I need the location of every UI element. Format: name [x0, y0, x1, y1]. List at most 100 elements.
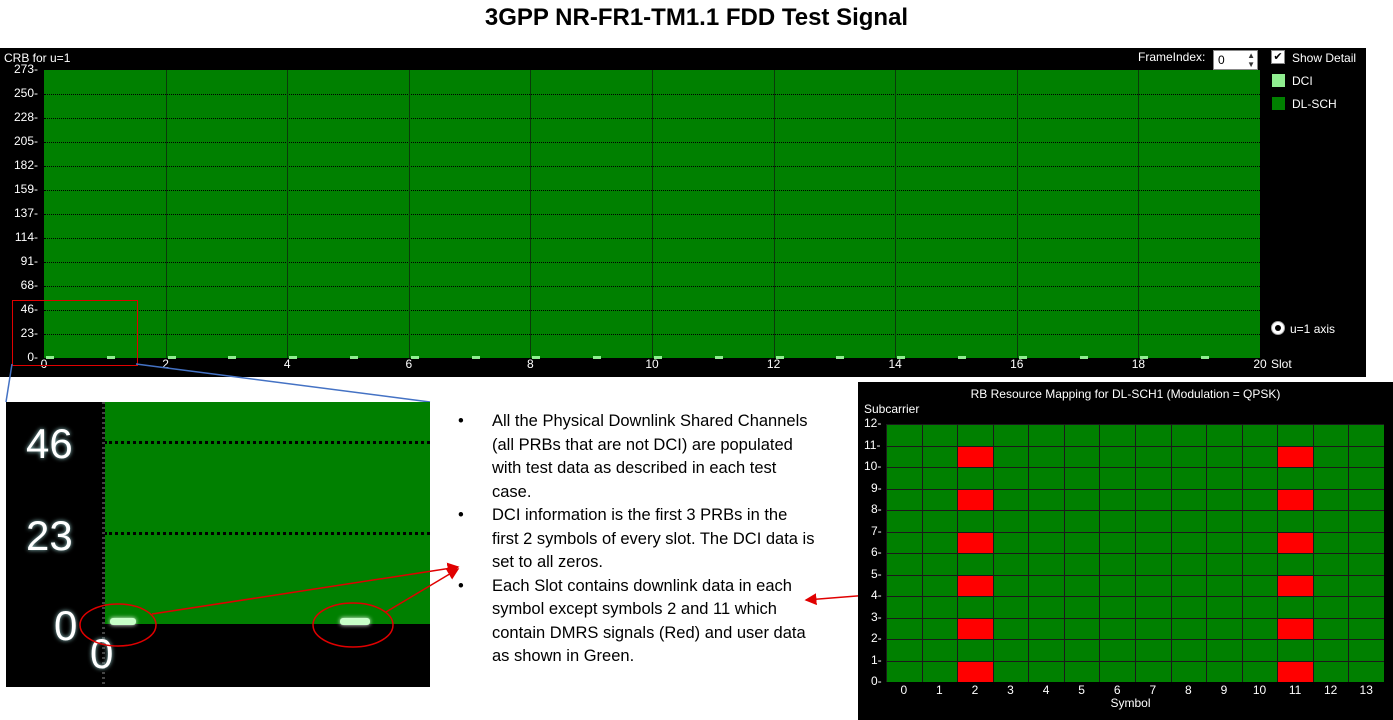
rb-data-cell [1242, 554, 1278, 575]
zoom-y-tick-46: 46 [26, 420, 73, 467]
rb-data-cell [1029, 489, 1064, 510]
rb-data-cell [1100, 575, 1135, 596]
rb-data-cell [1207, 425, 1242, 446]
rb-data-cell [1278, 468, 1313, 489]
rb-data-cell [922, 532, 958, 553]
dci-mark [532, 356, 541, 359]
rb-y-tick-label: 4- [871, 588, 882, 602]
rb-data-cell [1064, 425, 1100, 446]
rb-data-cell [1100, 511, 1135, 532]
rb-data-cell [1313, 597, 1349, 618]
u1-axis-radio[interactable] [1271, 321, 1285, 335]
rb-data-cell [1242, 640, 1278, 661]
rb-data-cell [1136, 511, 1171, 532]
rb-data-cell [1349, 446, 1384, 467]
rb-data-cell [1242, 425, 1278, 446]
rb-data-cell [1242, 532, 1278, 553]
main-y-tick-label: 0- [27, 350, 38, 364]
rb-data-cell [887, 554, 922, 575]
main-x-tick-label: 20 [1253, 357, 1267, 371]
bullet-2: DCI information is the first 3 PRBs in t… [456, 504, 816, 575]
rb-dmrs-cell [958, 489, 993, 510]
rb-y-tick-label: 6- [871, 545, 882, 559]
spinner-arrows-icon[interactable]: ▲ ▼ [1247, 51, 1255, 69]
rb-data-cell [1029, 661, 1064, 682]
rb-data-cell [1064, 489, 1100, 510]
rb-dmrs-cell [958, 446, 993, 467]
rb-data-cell [993, 661, 1029, 682]
rb-data-cell [1207, 554, 1242, 575]
dci-mark [1079, 356, 1088, 359]
rb-dmrs-cell [958, 661, 993, 682]
main-y-tick-label: 114- [14, 230, 38, 244]
zoom-x-tick-0: 0 [90, 630, 114, 677]
main-x-tick-label: 14 [888, 357, 902, 371]
rb-data-cell [958, 425, 993, 446]
rb-data-cell [1136, 640, 1171, 661]
rb-data-cell [1064, 618, 1100, 639]
main-v-gridline [1138, 70, 1140, 358]
show-detail-checkbox[interactable]: ✔ [1271, 50, 1285, 64]
u1-axis-label[interactable]: u=1 axis [1290, 322, 1336, 336]
rb-data-cell [993, 575, 1029, 596]
rb-data-cell [1207, 575, 1242, 596]
explanation-bullets: All the Physical Downlink Shared Channel… [456, 410, 816, 669]
rb-data-cell [1029, 640, 1064, 661]
dci-mark [836, 356, 845, 359]
rb-data-cell [1100, 468, 1135, 489]
rb-data-cell [887, 575, 922, 596]
rb-data-cell [1171, 489, 1207, 510]
rb-data-cell [1313, 618, 1349, 639]
main-y-tick-label: 182- [13, 158, 38, 172]
rb-data-cell [1242, 661, 1278, 682]
main-x-tick-label: 0 [40, 357, 48, 371]
rb-data-cell [1207, 640, 1242, 661]
rb-data-cell [1349, 511, 1384, 532]
main-x-tick-label: 4 [283, 357, 291, 371]
main-x-tick-label: 6 [405, 357, 413, 371]
rb-data-cell [1207, 511, 1242, 532]
rb-data-cell [1100, 661, 1135, 682]
rb-data-cell [1349, 618, 1384, 639]
rb-data-cell [1136, 618, 1171, 639]
rb-x-tick-label: 8 [1185, 683, 1192, 697]
rb-data-cell [1207, 618, 1242, 639]
rb-data-cell [922, 640, 958, 661]
rb-data-cell [958, 554, 993, 575]
legend-dlsch-swatch [1272, 97, 1285, 110]
main-v-gridline [530, 70, 532, 358]
frame-index-value: 0 [1218, 53, 1225, 67]
bullet-1: All the Physical Downlink Shared Channel… [456, 410, 816, 504]
rb-data-cell [1242, 446, 1278, 467]
main-y-tick-label: 23- [20, 326, 38, 340]
rb-data-cell [1064, 640, 1100, 661]
rb-data-cell [1313, 532, 1349, 553]
rb-x-tick-label: 7 [1149, 683, 1157, 697]
rb-dmrs-cell [1278, 489, 1313, 510]
main-v-gridline [773, 70, 775, 358]
rb-data-cell [1171, 446, 1207, 467]
rb-data-cell [922, 554, 958, 575]
rb-x-tick-label: 1 [936, 683, 943, 697]
dci-mark [775, 356, 784, 359]
zoom-gridline-23 [104, 532, 430, 535]
zoom-y-tick-0: 0 [54, 602, 78, 649]
rb-data-cell [1029, 597, 1064, 618]
rb-x-tick-label: 0 [900, 683, 908, 697]
show-detail-label[interactable]: Show Detail [1292, 51, 1357, 65]
rb-data-cell [1171, 425, 1207, 446]
rb-data-cell [1349, 661, 1384, 682]
main-y-tick-label: 68- [20, 278, 38, 292]
main-v-gridline [287, 70, 289, 358]
rb-data-cell [922, 661, 958, 682]
rb-data-cell [958, 597, 993, 618]
dci-mark [654, 356, 662, 359]
frame-index-label: FrameIndex: [1138, 50, 1206, 64]
rb-data-cell [1242, 468, 1278, 489]
main-x-tick-label: 2 [162, 357, 169, 371]
rb-data-cell [922, 575, 958, 596]
rb-y-tick-label: 1- [871, 652, 882, 667]
rb-data-cell [887, 618, 922, 639]
rb-data-cell [1313, 468, 1349, 489]
frame-index-spinner[interactable]: 0 ▲ ▼ [1213, 50, 1258, 70]
